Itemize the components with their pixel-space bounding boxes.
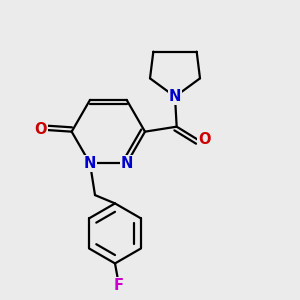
Text: O: O <box>34 122 47 137</box>
Text: O: O <box>198 133 211 148</box>
Text: F: F <box>113 278 123 293</box>
Text: N: N <box>84 156 96 171</box>
Text: N: N <box>121 156 133 171</box>
Text: N: N <box>169 89 181 104</box>
